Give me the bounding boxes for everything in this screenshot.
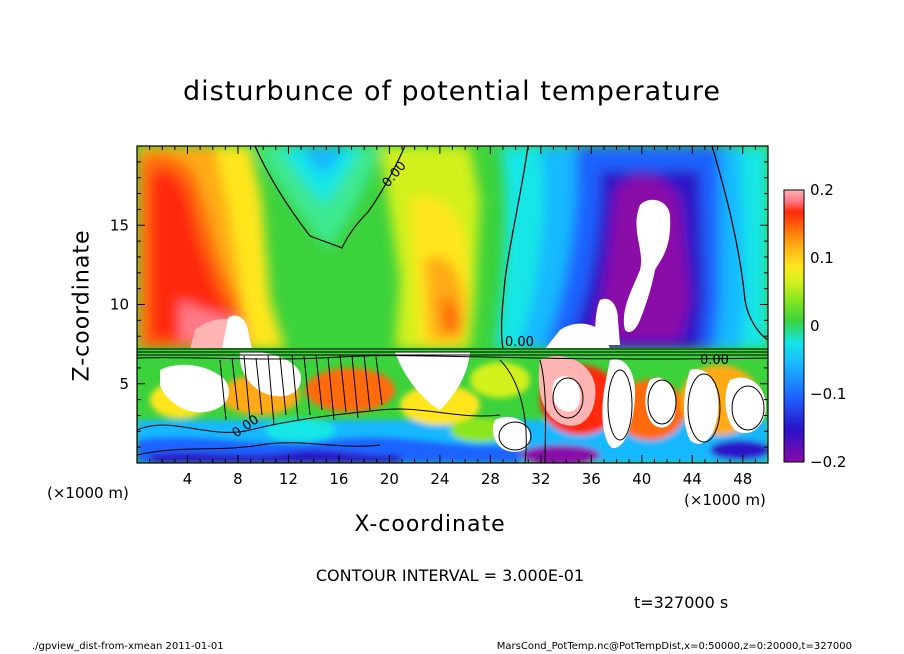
- colorbar-labels: 0.2 0.1 0 −0.1 −0.2: [810, 181, 846, 471]
- x-axis-label: X-coordinate: [354, 512, 506, 537]
- x-tick-label: 20: [380, 470, 399, 488]
- colorbar: [783, 189, 805, 463]
- x-unit-label: (×1000 m): [684, 491, 766, 509]
- x-tick-label: 32: [531, 470, 550, 488]
- upper-field: [137, 146, 768, 349]
- x-tick-label: 24: [430, 470, 449, 488]
- lower-field: [137, 348, 768, 463]
- contour-label: 0.00: [505, 335, 534, 350]
- x-tick-label: 8: [233, 470, 243, 488]
- chart-title: disturbunce of potential temperature: [183, 76, 721, 107]
- colorbar-tick-label: 0: [810, 317, 820, 335]
- x-tick-label: 44: [683, 470, 702, 488]
- x-tick-label: 16: [329, 470, 348, 488]
- y-tick-label: 5: [119, 375, 129, 393]
- y-tick-label: 10: [110, 296, 129, 314]
- colorbar-tick-label: −0.2: [810, 453, 846, 471]
- x-tick-label: 48: [733, 470, 752, 488]
- colorbar-tick-label: 0.2: [810, 181, 834, 199]
- contour-label: 0.00: [700, 353, 729, 368]
- y-unit-label: (×1000 m): [47, 484, 129, 502]
- x-tick-label: 12: [279, 470, 298, 488]
- contour-interval: CONTOUR INTERVAL = 3.000E-01: [315, 566, 585, 585]
- colorbar-tick-label: −0.1: [810, 385, 846, 403]
- x-tick-label: 40: [632, 470, 651, 488]
- x-tick-label: 28: [481, 470, 500, 488]
- axis-ticks: [137, 146, 768, 463]
- y-axis-label: Z-coordinate: [69, 229, 95, 382]
- colorbar-tick-label: 0.1: [810, 249, 834, 267]
- time-label: t=327000 s: [634, 593, 729, 612]
- x-tick-label: 4: [183, 470, 193, 488]
- footer-right: MarsCond_PotTemp.nc@PotTempDist,x=0:5000…: [496, 641, 852, 652]
- footer-left: ./gpview_dist-from-xmean 2011-01-01: [32, 641, 224, 652]
- y-tick-label: 15: [110, 216, 129, 234]
- x-tick-label: 36: [582, 470, 601, 488]
